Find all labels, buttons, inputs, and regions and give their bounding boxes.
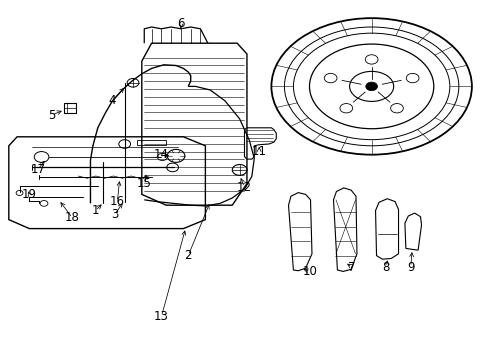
Text: 5: 5	[47, 109, 55, 122]
Text: 4: 4	[108, 94, 116, 107]
Text: 14: 14	[154, 148, 168, 161]
Text: 11: 11	[251, 145, 266, 158]
Text: 18: 18	[65, 211, 80, 224]
Bar	[137, 140, 166, 145]
Text: 6: 6	[177, 17, 184, 30]
Text: 15: 15	[137, 177, 151, 190]
Text: 12: 12	[237, 181, 251, 194]
Text: 2: 2	[184, 249, 192, 262]
Circle shape	[365, 82, 377, 91]
Text: 17: 17	[31, 163, 45, 176]
Text: 9: 9	[406, 261, 414, 274]
Text: 3: 3	[111, 208, 119, 221]
Text: 1: 1	[91, 204, 99, 217]
Text: 13: 13	[154, 310, 168, 323]
Text: 19: 19	[22, 188, 37, 201]
Text: 8: 8	[382, 261, 389, 274]
Text: 7: 7	[347, 261, 355, 274]
Bar	[63, 103, 76, 113]
Text: 16: 16	[110, 195, 124, 208]
Text: 10: 10	[303, 265, 317, 278]
